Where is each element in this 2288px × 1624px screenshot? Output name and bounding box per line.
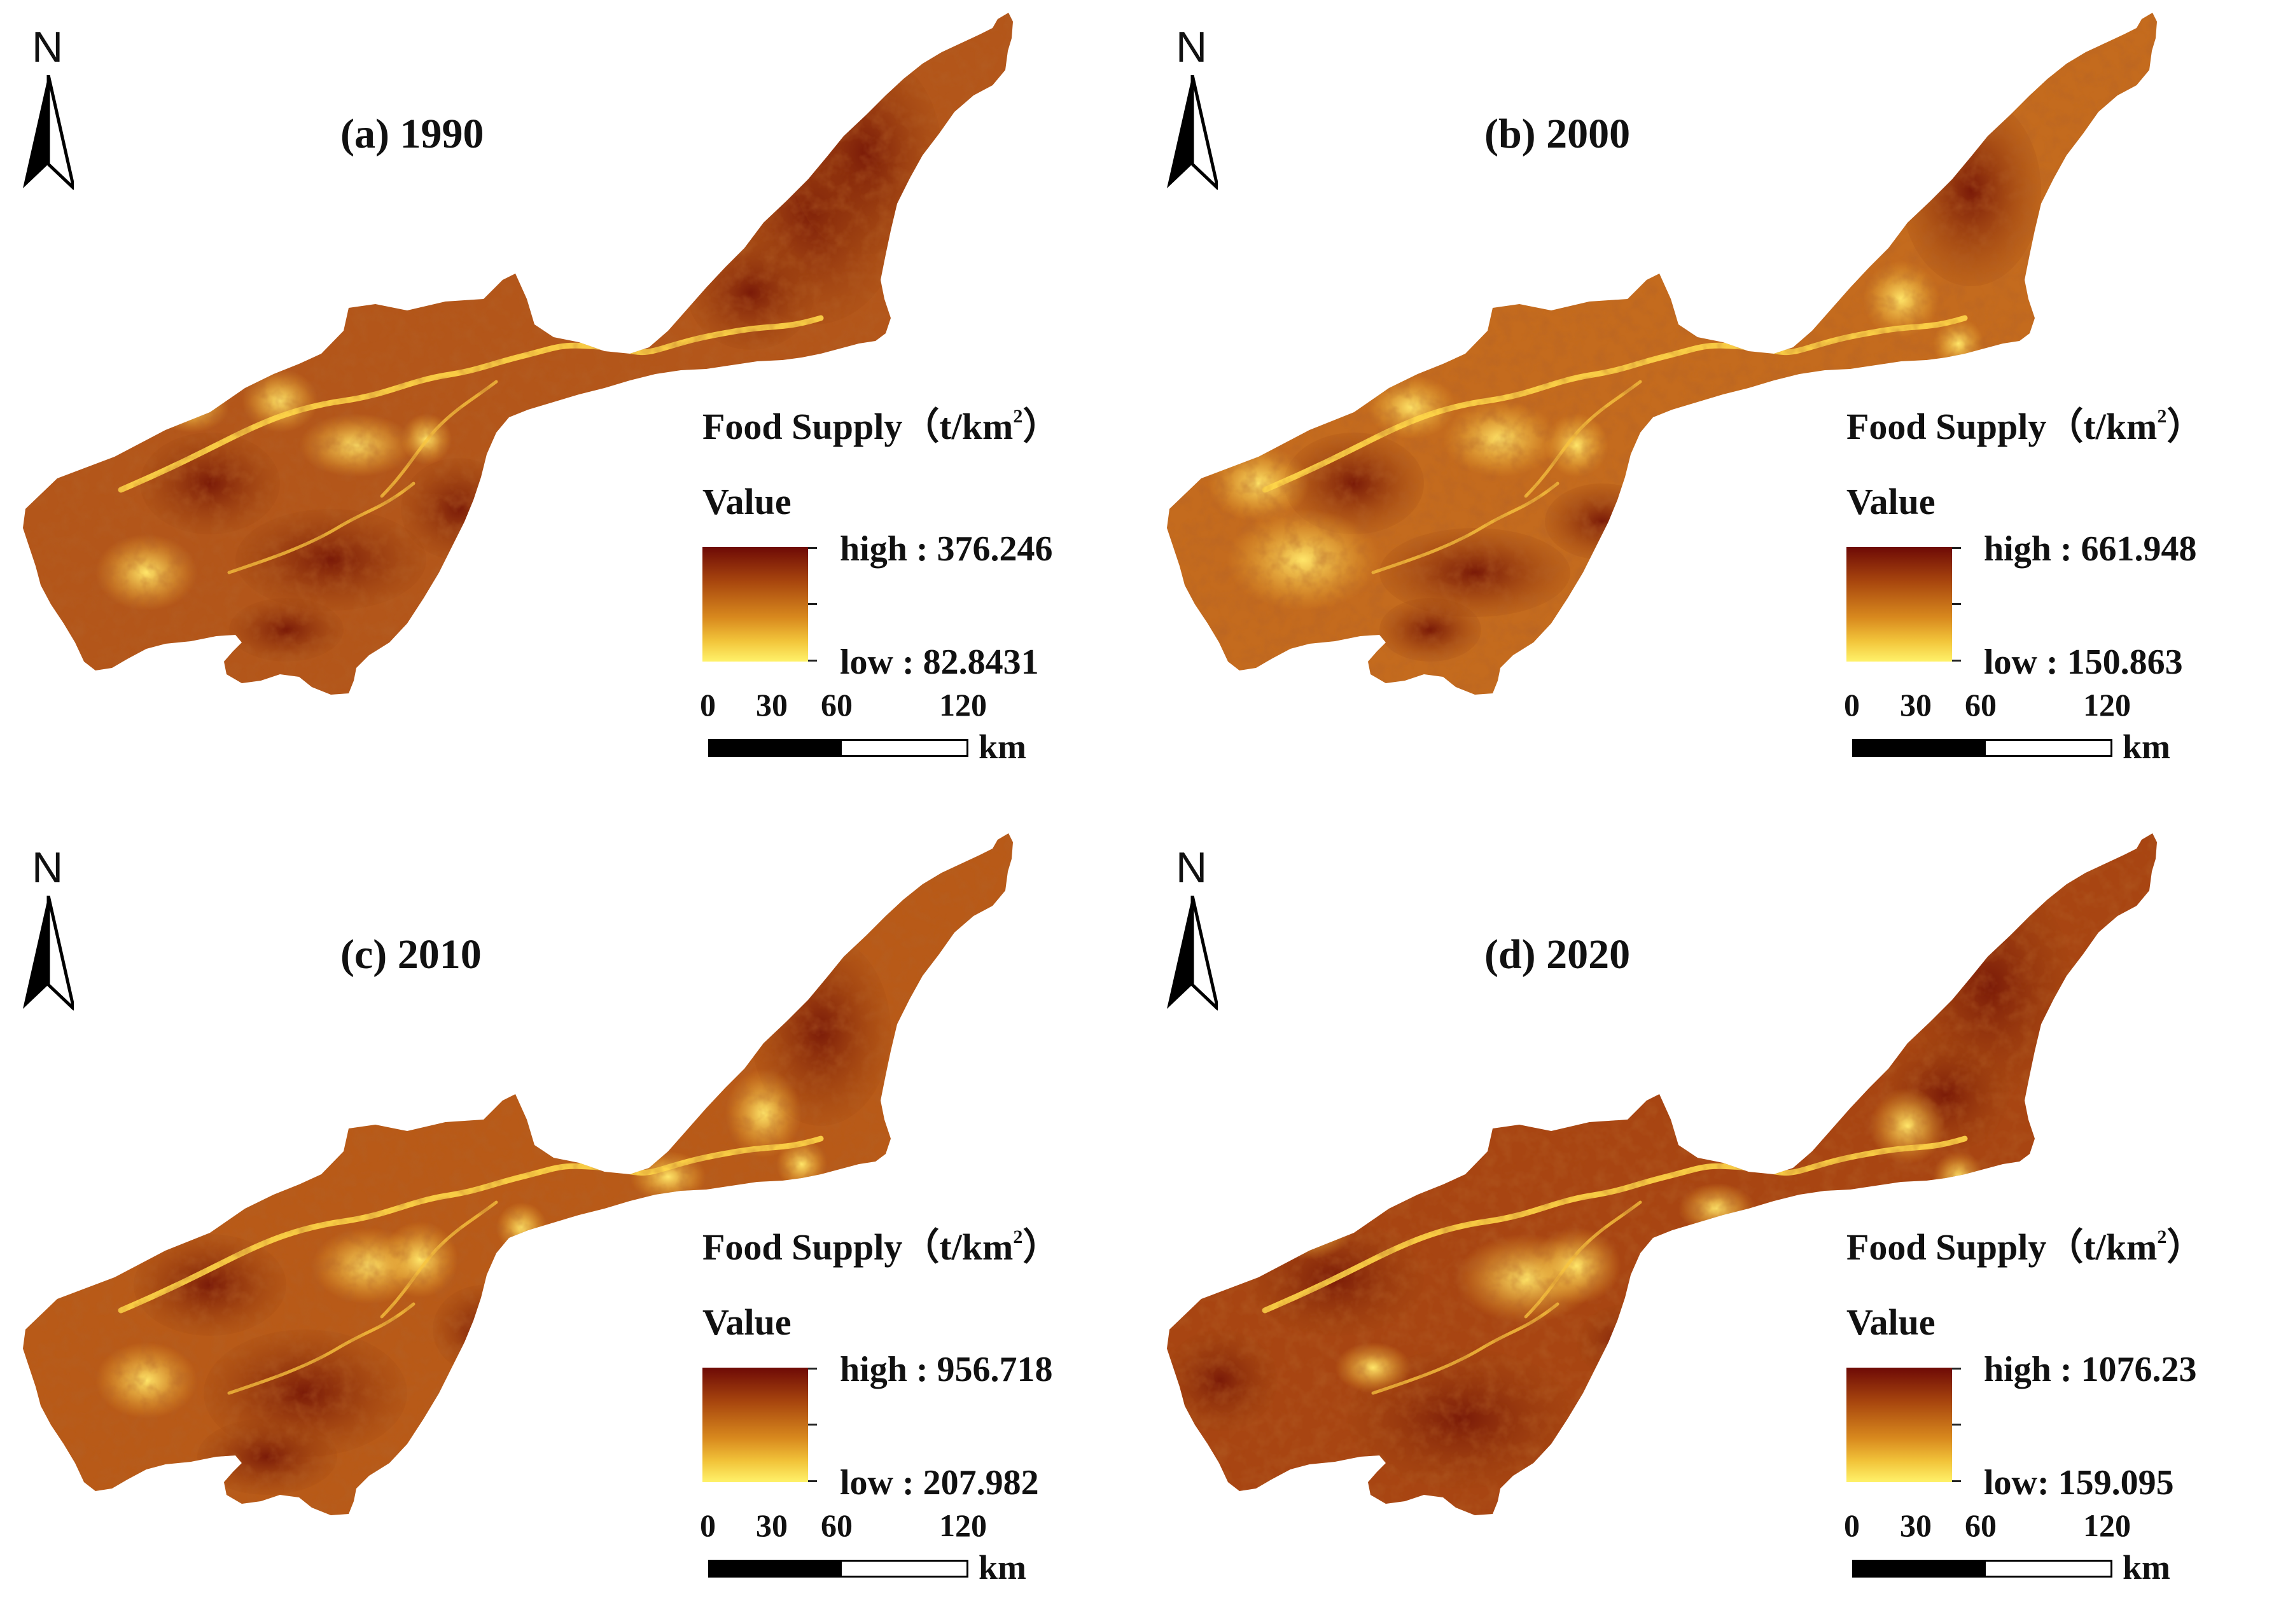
scale-unit: km xyxy=(979,1548,1027,1586)
food-supply-raster-map xyxy=(1167,13,2157,695)
north-label: N xyxy=(32,23,64,71)
north-arrow-icon xyxy=(23,75,74,190)
scale-label: 0 xyxy=(1844,1508,1860,1543)
ramp-tick xyxy=(808,1368,817,1370)
legend-title: Food Supply（t/km2） xyxy=(702,405,1060,447)
scale-bar-black-segment xyxy=(1852,739,1986,757)
north-label: N xyxy=(32,843,64,892)
north-label: N xyxy=(1176,843,1208,892)
legend-value-label: Value xyxy=(1846,1301,1936,1343)
scale-label: 60 xyxy=(1965,1508,1997,1543)
scale-bar-white-segment xyxy=(1984,739,2112,757)
legend-low-value: low : 82.8431 xyxy=(840,642,1039,682)
scale-bar-white-segment xyxy=(1984,1560,2112,1578)
scale-label: 30 xyxy=(1900,687,1932,723)
legend-high-value: high : 376.246 xyxy=(840,529,1053,569)
north-arrow-icon xyxy=(1167,896,1218,1011)
study-region xyxy=(23,13,1013,695)
raster-texture xyxy=(1167,13,2157,695)
scale-label: 30 xyxy=(756,687,788,723)
legend-high-value: high : 956.718 xyxy=(840,1350,1053,1389)
ramp-tick xyxy=(808,547,817,549)
panel-title: (b) 2000 xyxy=(1484,111,1631,157)
scale-label: 120 xyxy=(939,687,987,723)
scale-label: 0 xyxy=(700,1508,716,1543)
legend-title: Food Supply（t/km2） xyxy=(1846,1226,2204,1268)
ramp-tick xyxy=(1952,1480,1961,1482)
scale-bar-black-segment xyxy=(708,739,842,757)
map-panel: N (d) 2020 Food Supply（t/km2） Value high… xyxy=(1144,821,2288,1624)
scale-label: 60 xyxy=(821,1508,853,1543)
ramp-tick xyxy=(808,1480,817,1482)
north-label: N xyxy=(1176,23,1208,71)
legend-high-value: high : 1076.23 xyxy=(1984,1350,2197,1389)
scale-label: 30 xyxy=(756,1508,788,1543)
color-ramp xyxy=(1846,1368,1952,1482)
ramp-tick xyxy=(1952,1424,1961,1426)
scale-label: 60 xyxy=(821,687,853,723)
color-ramp xyxy=(702,547,808,662)
ramp-tick xyxy=(1952,603,1961,605)
scale-label: 60 xyxy=(1965,687,1997,723)
legend-value-label: Value xyxy=(702,481,792,522)
study-region xyxy=(23,833,1013,1515)
map-panel: N (b) 2000 Food Supply（t/km2） Value high… xyxy=(1144,0,2288,803)
food-supply-raster-map xyxy=(23,833,1013,1515)
ramp-tick xyxy=(808,603,817,605)
raster-texture xyxy=(1167,833,2157,1515)
legend-title: Food Supply（t/km2） xyxy=(702,1226,1060,1268)
food-supply-raster-map xyxy=(23,13,1013,695)
raster-texture xyxy=(23,833,1013,1515)
panel-title: (c) 2010 xyxy=(340,931,482,978)
scale-label: 0 xyxy=(1844,687,1860,723)
color-ramp xyxy=(702,1368,808,1482)
scale-bar-black-segment xyxy=(1852,1560,1986,1578)
scale-bar-black-segment xyxy=(708,1560,842,1578)
study-region xyxy=(1167,13,2157,695)
ramp-tick xyxy=(1952,547,1961,549)
scale-label: 30 xyxy=(1900,1508,1932,1543)
legend-high-value: high : 661.948 xyxy=(1984,529,2197,569)
legend-low-value: low: 159.095 xyxy=(1984,1463,2174,1503)
study-region xyxy=(1167,833,2157,1515)
ramp-tick xyxy=(808,660,817,662)
ramp-tick xyxy=(1952,660,1961,662)
food-supply-raster-map xyxy=(1167,833,2157,1515)
legend-low-value: low : 207.982 xyxy=(840,1463,1039,1503)
scale-label: 120 xyxy=(2083,1508,2131,1543)
legend-low-value: low : 150.863 xyxy=(1984,642,2183,682)
north-arrow-icon xyxy=(1167,75,1218,190)
ramp-tick xyxy=(808,1424,817,1426)
scale-label: 120 xyxy=(939,1508,987,1543)
scale-label: 0 xyxy=(700,687,716,723)
legend-title: Food Supply（t/km2） xyxy=(1846,405,2204,447)
scale-bar-white-segment xyxy=(840,1560,968,1578)
ramp-tick xyxy=(1952,1368,1961,1370)
panel-title: (d) 2020 xyxy=(1484,931,1631,978)
map-panel: N (c) 2010 Food Supply（t/km2） Value high… xyxy=(0,821,1144,1624)
scale-unit: km xyxy=(2123,728,2171,766)
scale-label: 120 xyxy=(2083,687,2131,723)
panel-title: (a) 1990 xyxy=(340,111,484,157)
scale-bar-white-segment xyxy=(840,739,968,757)
scale-unit: km xyxy=(979,728,1027,766)
north-arrow-icon xyxy=(23,896,74,1011)
scale-unit: km xyxy=(2123,1548,2171,1586)
color-ramp xyxy=(1846,547,1952,662)
map-panel: N (a) 1990 Food Supply（t/km2） Value high… xyxy=(0,0,1144,803)
legend-value-label: Value xyxy=(702,1301,792,1343)
legend-value-label: Value xyxy=(1846,481,1936,522)
raster-texture xyxy=(23,13,1013,695)
